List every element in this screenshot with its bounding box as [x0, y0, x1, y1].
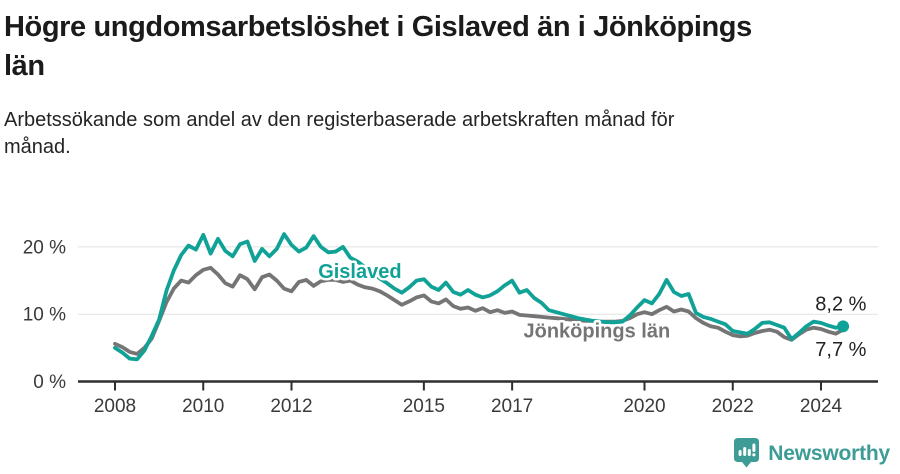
series-label-gislaved: Gislaved — [318, 261, 401, 283]
newsworthy-logo-icon — [734, 438, 760, 468]
end-value-jonkopings-lan: 7,7 % — [815, 339, 866, 361]
chart-subtitle: Arbetssökande som andel av den registerb… — [4, 109, 675, 159]
end-value-gislaved: 8,2 % — [815, 293, 866, 315]
chart-title: Högre ungdomsarbetslöshet i Gislaved än … — [4, 11, 752, 83]
x-tick-label-2020: 2020 — [623, 396, 665, 417]
newsworthy-logo-text: Newsworthy — [768, 441, 890, 465]
y-axis-label-20: 20 % — [23, 237, 66, 258]
x-tick-label-2024: 2024 — [800, 396, 843, 417]
y-axis-label-0: 0 % — [33, 372, 66, 393]
logo-bar-chart-icon — [738, 443, 756, 457]
x-tick-label-2022: 2022 — [712, 396, 754, 417]
series-line-gislaved — [113, 232, 845, 362]
x-tick-label-2012: 2012 — [270, 396, 312, 417]
x-tick-label-2008: 2008 — [94, 396, 136, 417]
y-axis-label-10: 10 % — [23, 305, 66, 326]
series-label-jonkopings-lan: Jönköpings län — [524, 320, 671, 342]
newsworthy-logo: Newsworthy — [734, 438, 890, 469]
series-line-jonkopings-lan — [113, 265, 845, 356]
series-end-dot-gislaved — [837, 320, 850, 333]
x-tick-label-2010: 2010 — [182, 396, 224, 417]
x-tick-label-2017: 2017 — [491, 396, 533, 417]
x-tick-label-2015: 2015 — [403, 396, 445, 417]
